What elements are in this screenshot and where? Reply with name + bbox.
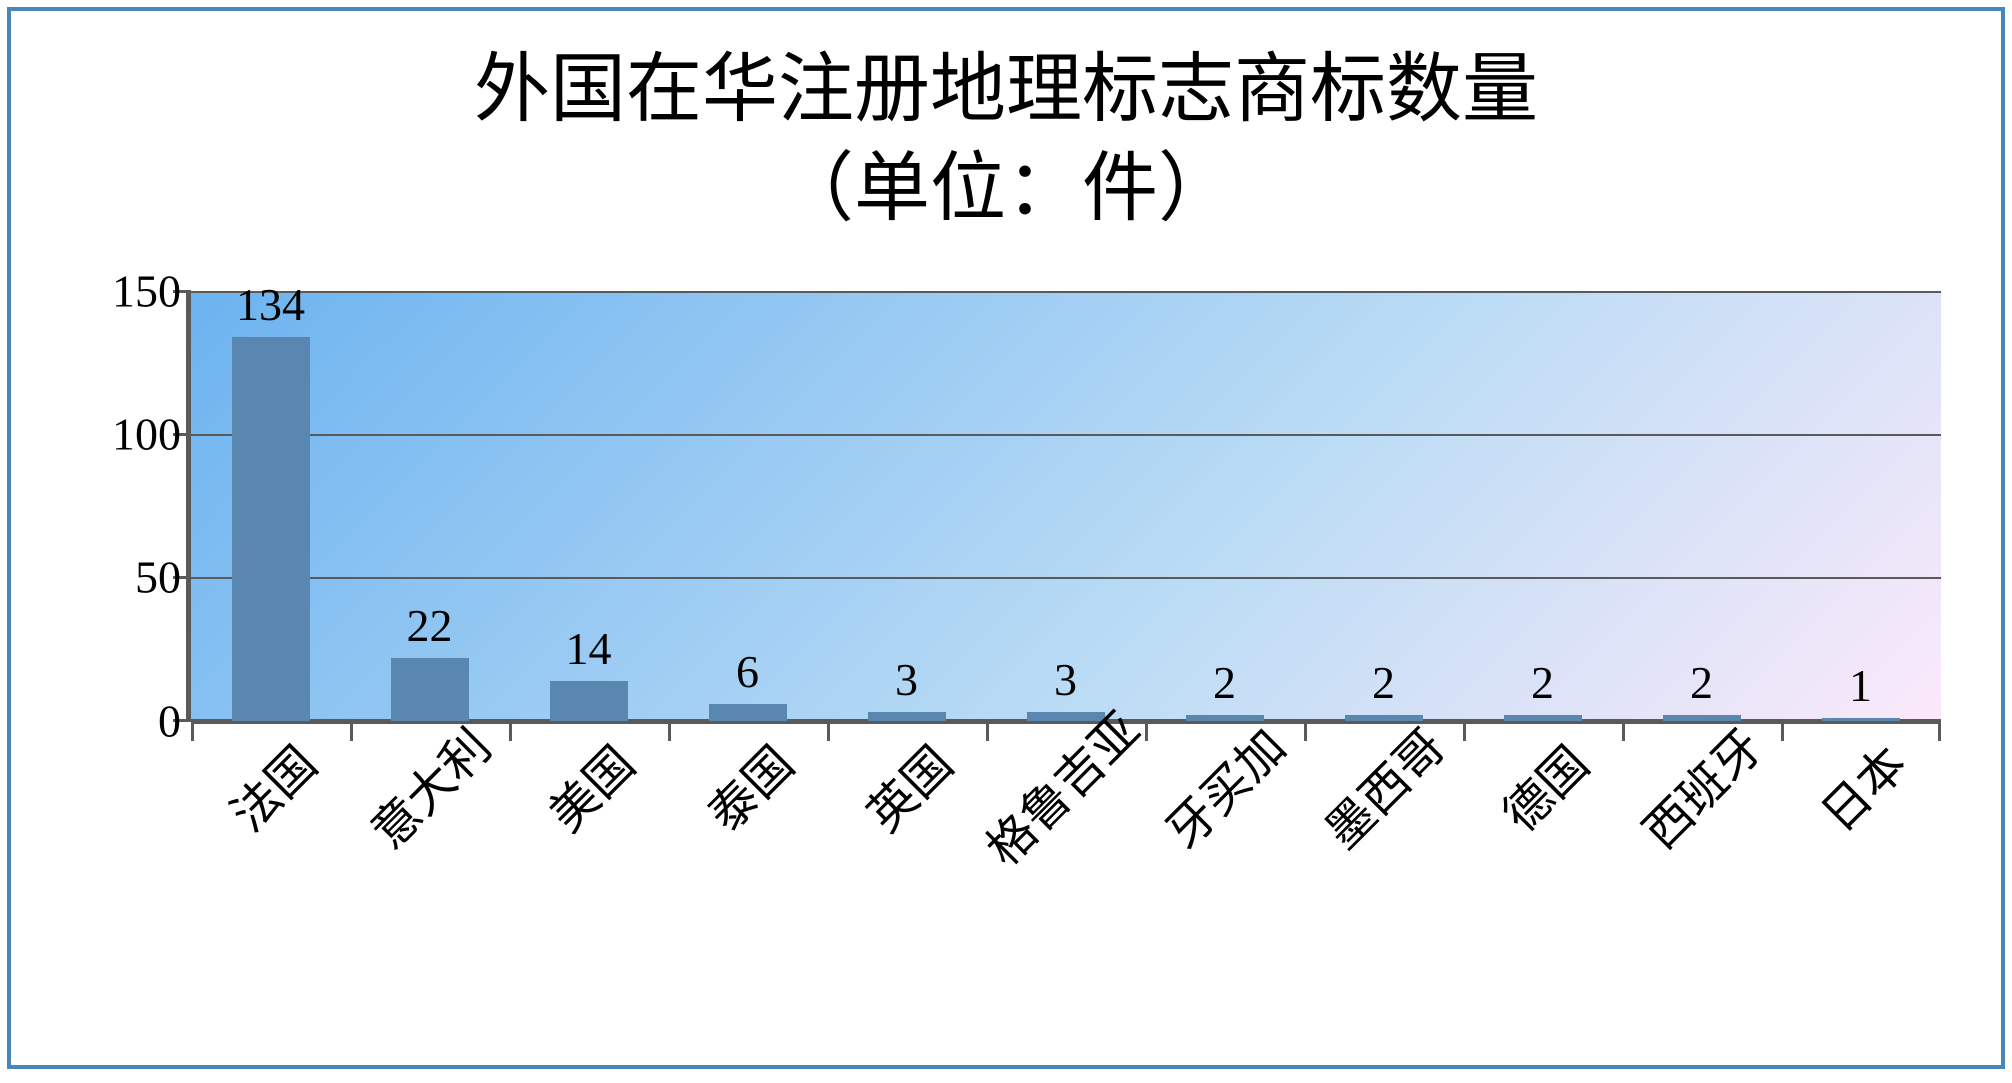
x-tick-9 (1622, 723, 1625, 741)
chart-container: 外国在华注册地理标志商标数量 （单位：件） 150 100 50 0 134 2… (7, 7, 2005, 1069)
bar-group-7: 2 (1304, 656, 1463, 721)
x-label-8: 德国 (1484, 727, 1601, 844)
chart-title: 外国在华注册地理标志商标数量 （单位：件） (11, 41, 2001, 239)
bar-value-4: 3 (827, 653, 987, 706)
bar-value-6: 2 (1145, 656, 1305, 709)
chart-title-line-2: （单位：件） (11, 140, 2001, 239)
bar-value-1: 22 (350, 599, 510, 652)
bar-value-0: 134 (191, 278, 351, 331)
y-label-50: 50 (135, 551, 181, 604)
bar-group-3: 6 (668, 645, 827, 721)
bar-0 (232, 337, 310, 721)
bar-value-3: 6 (668, 645, 828, 698)
x-labels: 法国 意大利 美国 泰国 英国 格鲁吉亚 牙买加 墨西哥 德国 西班牙 日本 (191, 761, 1941, 1021)
x-label-7: 墨西哥 (1306, 710, 1457, 861)
x-tick-4 (827, 723, 830, 741)
bar-group-9: 2 (1622, 656, 1781, 721)
bar-value-5: 3 (986, 653, 1146, 706)
plot-wrapper: 150 100 50 0 134 22 14 6 (71, 291, 1941, 791)
x-tick-2 (509, 723, 512, 741)
bar-4 (868, 712, 946, 721)
bar-value-9: 2 (1622, 656, 1782, 709)
y-label-0: 0 (158, 695, 181, 748)
x-tick-7 (1304, 723, 1307, 741)
bar-group-8: 2 (1463, 656, 1622, 721)
bar-8 (1504, 715, 1582, 721)
x-label-10: 日本 (1802, 727, 1919, 844)
bars-container: 134 22 14 6 3 3 (191, 291, 1941, 721)
x-label-0: 法国 (212, 727, 329, 844)
x-tick-1 (350, 723, 353, 741)
y-label-100: 100 (112, 408, 181, 461)
bar-group-4: 3 (827, 653, 986, 721)
x-tick-11 (1938, 723, 1941, 741)
bar-value-8: 2 (1463, 656, 1623, 709)
bar-value-7: 2 (1304, 656, 1464, 709)
bar-group-10: 1 (1781, 659, 1940, 721)
bar-3 (709, 704, 787, 721)
bar-10 (1822, 718, 1900, 721)
x-tick-0 (191, 723, 194, 741)
x-tick-10 (1781, 723, 1784, 741)
bar-group-2: 14 (509, 622, 668, 721)
x-tick-5 (986, 723, 989, 741)
bar-value-2: 14 (509, 622, 669, 675)
x-label-1: 意大利 (352, 710, 503, 861)
y-label-150: 150 (112, 265, 181, 318)
x-label-2: 美国 (530, 727, 647, 844)
bar-1 (391, 658, 469, 721)
x-label-4: 英国 (848, 727, 965, 844)
x-label-9: 西班牙 (1624, 710, 1775, 861)
bar-group-1: 22 (350, 599, 509, 721)
x-label-6: 牙买加 (1147, 710, 1298, 861)
x-tick-8 (1463, 723, 1466, 741)
bar-group-0: 134 (191, 278, 350, 721)
bar-value-10: 1 (1781, 659, 1941, 712)
x-label-3: 泰国 (689, 727, 806, 844)
bar-group-6: 2 (1145, 656, 1304, 721)
chart-title-line-1: 外国在华注册地理标志商标数量 (11, 41, 2001, 140)
bar-2 (550, 681, 628, 721)
x-tick-3 (668, 723, 671, 741)
